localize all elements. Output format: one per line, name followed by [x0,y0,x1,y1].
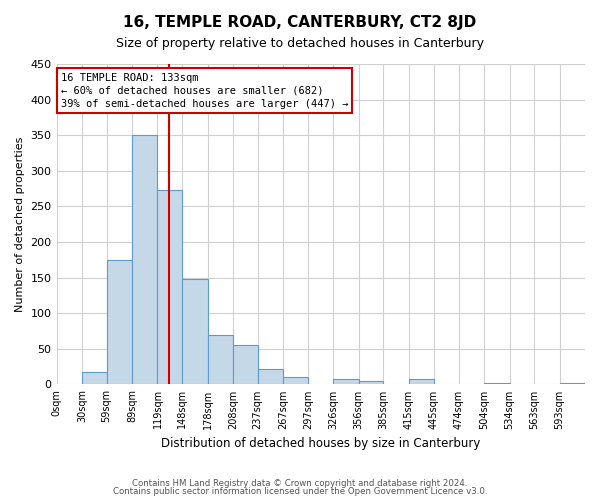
Text: 16 TEMPLE ROAD: 133sqm
← 60% of detached houses are smaller (682)
39% of semi-de: 16 TEMPLE ROAD: 133sqm ← 60% of detached… [61,72,348,109]
Text: Size of property relative to detached houses in Canterbury: Size of property relative to detached ho… [116,38,484,51]
Text: 16, TEMPLE ROAD, CANTERBURY, CT2 8JD: 16, TEMPLE ROAD, CANTERBURY, CT2 8JD [124,15,476,30]
Bar [182,279,208,384]
Bar [132,135,157,384]
Bar [107,260,132,384]
Bar [82,372,107,384]
Bar [359,381,383,384]
Bar [560,383,585,384]
Bar [208,334,233,384]
Bar [409,378,434,384]
Bar [333,380,359,384]
Bar [283,378,308,384]
Text: Contains HM Land Registry data © Crown copyright and database right 2024.: Contains HM Land Registry data © Crown c… [132,478,468,488]
Bar [157,190,182,384]
Bar [484,383,509,384]
Bar [233,346,257,385]
X-axis label: Distribution of detached houses by size in Canterbury: Distribution of detached houses by size … [161,437,481,450]
Bar [257,369,283,384]
Text: Contains public sector information licensed under the Open Government Licence v3: Contains public sector information licen… [113,487,487,496]
Y-axis label: Number of detached properties: Number of detached properties [15,136,25,312]
